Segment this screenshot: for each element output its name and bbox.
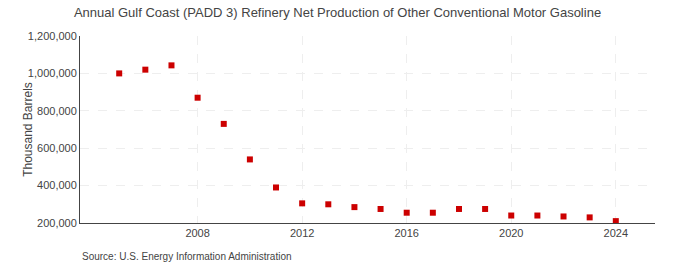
svg-text:600,000: 600,000 — [37, 142, 77, 154]
svg-text:2020: 2020 — [499, 227, 523, 239]
svg-text:Annual Gulf Coast (PADD 3) Ref: Annual Gulf Coast (PADD 3) Refinery Net … — [74, 5, 601, 20]
svg-text:1,200,000: 1,200,000 — [28, 30, 77, 42]
svg-text:2016: 2016 — [394, 227, 418, 239]
svg-text:800,000: 800,000 — [37, 105, 77, 117]
svg-text:Source: U.S. Energy Informatio: Source: U.S. Energy Information Administ… — [82, 251, 292, 262]
svg-text:400,000: 400,000 — [37, 179, 77, 191]
svg-text:2008: 2008 — [185, 227, 209, 239]
svg-text:Thousand Barrels: Thousand Barrels — [21, 82, 35, 177]
svg-text:1,000,000: 1,000,000 — [28, 67, 77, 79]
svg-text:2012: 2012 — [290, 227, 314, 239]
svg-text:2024: 2024 — [604, 227, 628, 239]
svg-text:200,000: 200,000 — [37, 217, 77, 229]
